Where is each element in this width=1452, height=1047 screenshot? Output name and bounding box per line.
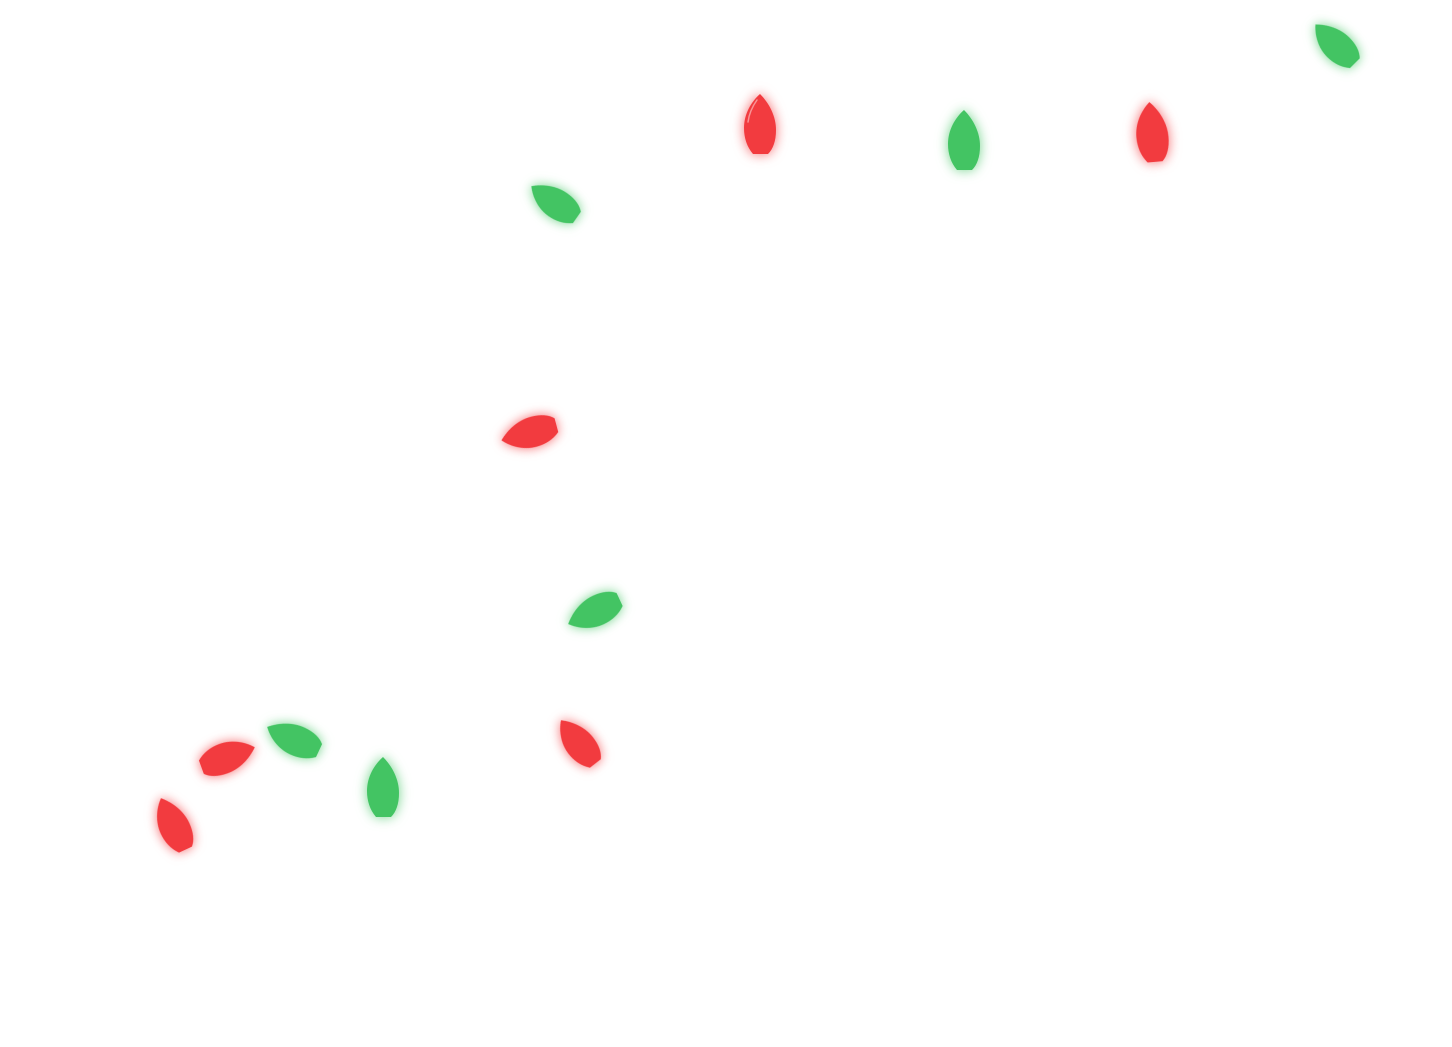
- bulb: [744, 94, 776, 154]
- bulb: [522, 174, 586, 230]
- bulb: [497, 410, 561, 456]
- bulb: [1133, 100, 1171, 164]
- bulb: [196, 732, 260, 782]
- bulb: [260, 713, 326, 765]
- bulb: [367, 757, 399, 817]
- bulb: [549, 711, 607, 773]
- bulb: [561, 586, 627, 638]
- bulb: [1305, 14, 1365, 74]
- bulb: [147, 791, 199, 857]
- bulb: [948, 110, 980, 170]
